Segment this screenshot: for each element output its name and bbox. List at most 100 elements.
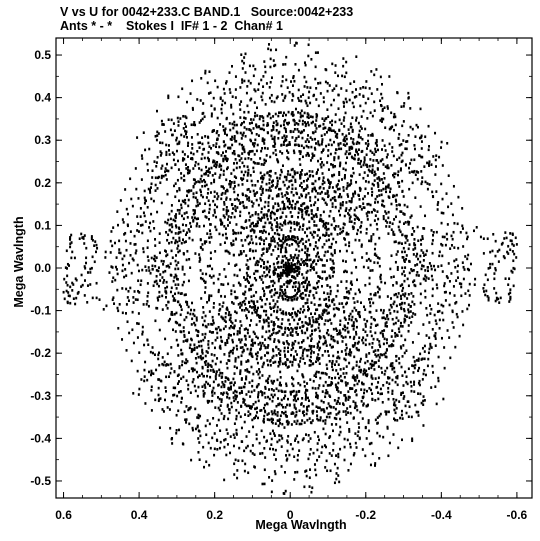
uv-point: [353, 376, 356, 379]
uv-point: [362, 109, 365, 113]
uv-point: [270, 295, 273, 298]
uv-point: [331, 186, 334, 189]
uv-point: [144, 148, 147, 152]
uv-point: [260, 193, 263, 196]
uv-point: [264, 159, 267, 163]
uv-point: [193, 343, 196, 347]
uv-point: [207, 159, 210, 163]
uv-point: [230, 385, 233, 389]
uv-point: [462, 323, 465, 327]
uv-point: [161, 141, 164, 145]
uv-point: [216, 192, 219, 195]
uv-point: [159, 141, 162, 145]
uv-point: [234, 357, 237, 360]
uv-point: [272, 144, 275, 148]
uv-point: [214, 79, 217, 83]
uv-point: [279, 274, 282, 278]
uv-point: [408, 405, 411, 409]
uv-point: [222, 159, 225, 163]
uv-point: [420, 147, 423, 150]
uv-point: [371, 114, 374, 118]
uv-point: [179, 230, 182, 234]
uv-point: [230, 172, 233, 175]
uv-point: [197, 437, 200, 440]
uv-point: [337, 107, 340, 110]
uv-point: [313, 345, 316, 348]
uv-point: [318, 348, 321, 352]
uv-point: [339, 425, 342, 429]
uv-point: [212, 159, 215, 163]
uv-point: [362, 85, 365, 89]
uv-point: [146, 338, 149, 342]
uv-point: [262, 362, 265, 366]
uv-point: [322, 96, 325, 99]
uv-point: [337, 381, 340, 385]
uv-point: [270, 437, 273, 441]
uv-point: [222, 87, 225, 91]
uv-point: [157, 284, 160, 288]
uv-point: [232, 391, 235, 395]
uv-point: [371, 397, 374, 401]
uv-point: [329, 276, 332, 280]
uv-point: [351, 167, 354, 170]
uv-point: [364, 127, 367, 131]
uv-point: [208, 207, 211, 211]
uv-point: [272, 151, 275, 155]
uv-point: [397, 446, 400, 450]
uv-point: [209, 91, 212, 95]
uv-point: [183, 335, 186, 338]
uv-point: [396, 265, 399, 269]
uv-point: [344, 318, 347, 321]
uv-point: [187, 141, 190, 145]
uv-point: [266, 351, 269, 355]
uv-point: [320, 399, 323, 403]
uv-point: [267, 204, 270, 208]
uv-point: [242, 349, 245, 353]
uv-point: [399, 321, 402, 325]
uv-point: [441, 197, 444, 201]
uv-point: [364, 322, 367, 326]
uv-point: [291, 167, 294, 171]
uv-point: [235, 390, 238, 394]
uv-point: [293, 420, 296, 423]
uv-point: [261, 98, 264, 102]
uv-point: [319, 258, 322, 261]
uv-point: [218, 165, 221, 168]
uv-point: [215, 370, 218, 373]
uv-point: [165, 254, 168, 258]
uv-point: [214, 162, 217, 165]
uv-point: [260, 163, 263, 166]
uv-point: [240, 123, 243, 127]
uv-point: [279, 291, 282, 295]
uv-point: [336, 187, 339, 191]
uv-point: [182, 114, 185, 118]
uv-point: [175, 263, 178, 267]
uv-point: [395, 193, 398, 197]
uv-point: [374, 398, 377, 402]
uv-point: [275, 119, 278, 123]
uv-point: [295, 413, 298, 417]
uv-point: [323, 243, 326, 246]
uv-point: [308, 364, 311, 367]
uv-point: [281, 437, 284, 440]
uv-point: [176, 247, 179, 250]
uv-point: [351, 90, 354, 94]
uv-point: [395, 204, 398, 207]
uv-point: [413, 360, 416, 363]
uv-point: [259, 197, 262, 200]
uv-point: [306, 283, 309, 286]
uv-point: [221, 103, 224, 107]
uv-point: [220, 185, 223, 188]
uv-point: [226, 224, 229, 227]
uv-point: [182, 217, 185, 221]
uv-point: [358, 239, 361, 242]
uv-point: [272, 354, 275, 358]
uv-point: [151, 169, 154, 173]
uv-point: [229, 185, 232, 189]
uv-point: [219, 360, 222, 364]
uv-point: [341, 203, 344, 207]
uv-point: [217, 418, 220, 422]
uv-point: [253, 153, 256, 156]
uv-point: [290, 348, 293, 351]
uv-point: [309, 363, 312, 367]
